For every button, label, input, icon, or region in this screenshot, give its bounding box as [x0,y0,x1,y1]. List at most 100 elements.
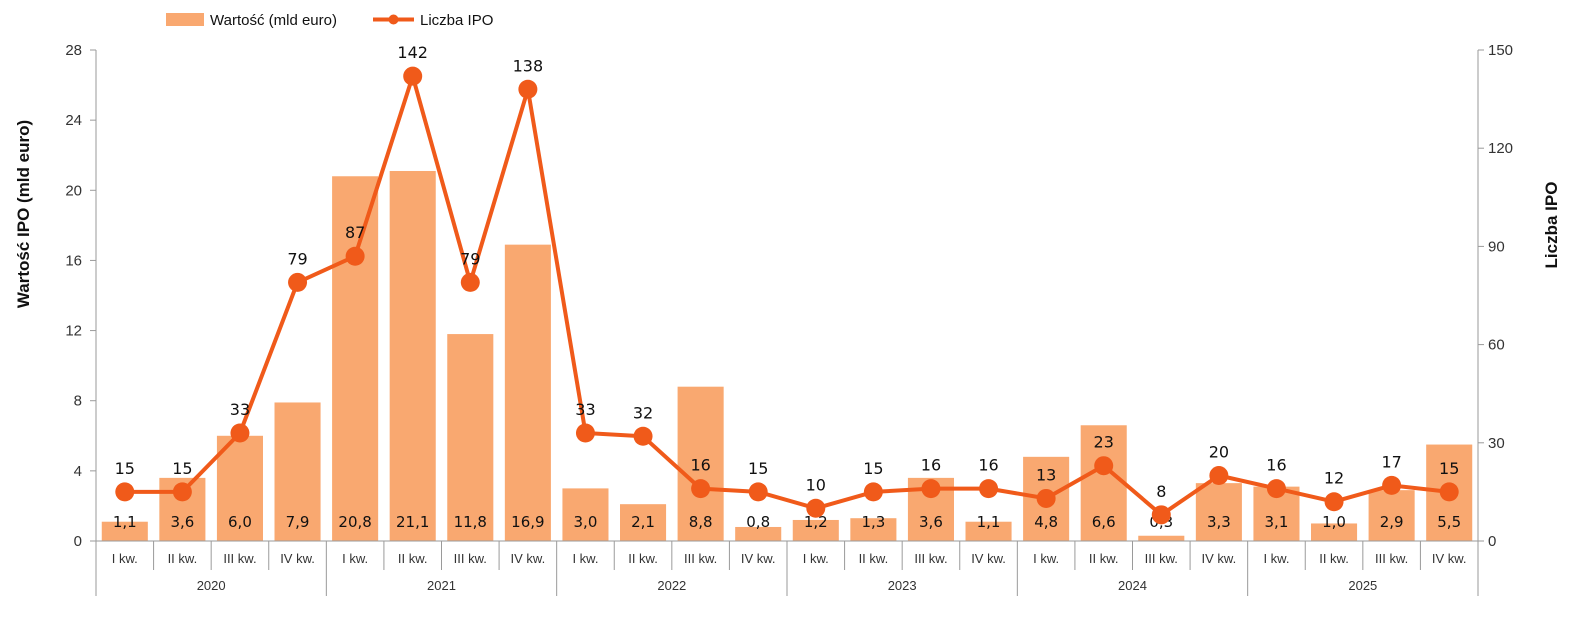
bar-value-label: 7,9 [286,513,310,531]
bar-value-label: 3,6 [919,513,943,531]
bar-value-label: 1,1 [977,513,1001,531]
right-tick-label: 120 [1488,140,1513,157]
line-value-label: 16 [1266,456,1286,475]
line-point [1439,482,1459,502]
bar [620,504,667,541]
bar [562,488,609,541]
quarter-label: IV kw. [511,551,546,566]
line-point [115,482,135,502]
legend-swatch-bar [166,13,204,26]
bar [850,518,897,541]
legend-swatch-marker [388,14,399,25]
legend: Wartość (mld euro) Liczba IPO [166,12,493,29]
quarter-label: II kw. [1319,551,1349,566]
bar-value-label: 3,6 [170,513,194,531]
line-point [863,482,883,502]
bar-value-label: 2,9 [1380,513,1404,531]
bar [1195,483,1242,541]
quarter-label: III kw. [684,551,717,566]
right-tick-label: 60 [1488,337,1505,354]
bar [389,170,436,541]
legend-label-line: Liczba IPO [420,12,493,29]
right-axis: 0 30 60 90 120 150 [1477,42,1513,550]
x-axis: I kw. II kw. III kw. IV kw. 2020 I kw. II kw. I… [95,540,1479,596]
bar [1080,425,1127,541]
line-value-label: 15 [748,459,768,478]
quarter-label: I kw. [112,551,138,566]
quarter-label: II kw. [859,551,889,566]
bar-value-label: 1,3 [861,513,885,531]
bar-value-label: 1,1 [113,513,137,531]
quarter-label: IV kw. [1202,551,1237,566]
bar-value-label: 0,8 [746,513,770,531]
legend-label-bar: Wartość (mld euro) [210,12,337,29]
quarter-label: II kw. [628,551,658,566]
line-value-label: 17 [1381,452,1401,471]
line-point [460,272,480,292]
left-axis-title: Wartość IPO (mld euro) [14,120,33,308]
right-tick-label: 90 [1488,238,1505,255]
line-value-label: 15 [115,459,135,478]
left-tick-label: 28 [65,42,82,59]
line-value-label: 23 [1094,433,1114,452]
line-value-label: 79 [460,249,480,268]
bar [274,402,321,541]
line-point [172,482,192,502]
line-point [575,423,595,443]
year-label: 2020 [197,578,226,593]
line-point [288,272,308,292]
quarter-label: II kw. [168,551,198,566]
line-point [345,246,365,266]
bar-value-label: 6,6 [1092,513,1116,531]
bar [447,334,494,541]
bar-value-label: 3,3 [1207,513,1231,531]
bar [677,386,724,541]
line-value-label: 33 [230,400,250,419]
line-value-label: 16 [978,456,998,475]
line-value-label: 138 [513,56,544,75]
line-point [691,479,711,499]
line-point [921,479,941,499]
line-point [1209,466,1229,486]
bar-value-label: 8,8 [689,513,713,531]
bar-value-label: 20,8 [338,513,371,531]
quarter-label: IV kw. [741,551,776,566]
bar-series: 1,1 3,6 6,0 7,9 20,8 21,1 11,8 16,9 3,0 2,1 8,8 0,8… [101,170,1473,541]
bar-value-label: 16,9 [511,513,544,531]
quarter-label: III kw. [1375,551,1408,566]
quarter-label: III kw. [1145,551,1178,566]
line-point [1382,475,1402,495]
year-label: 2022 [657,578,686,593]
right-tick-label: 0 [1488,533,1496,550]
line-value-label: 10 [806,475,826,494]
left-tick-label: 0 [74,533,82,550]
bar [965,521,1012,541]
line-point [748,482,768,502]
bar [332,176,379,541]
line-value-label: 15 [1439,459,1459,478]
bar [101,521,148,541]
right-tick-label: 150 [1488,42,1513,59]
line-value-label: 15 [172,459,192,478]
quarter-label: III kw. [914,551,947,566]
bar [216,435,263,541]
year-label: 2024 [1118,578,1147,593]
bar [1138,535,1185,541]
line-value-label: 15 [863,459,883,478]
line-value-label: 12 [1324,469,1344,488]
bar [1311,523,1358,541]
line-value-label: 8 [1156,482,1166,501]
bar-value-label: 3,1 [1265,513,1289,531]
quarter-label: I kw. [803,551,829,566]
line-point [1266,479,1286,499]
quarter-label: III kw. [454,551,487,566]
line-point [230,423,250,443]
line-value-label: 16 [921,456,941,475]
year-label: 2023 [888,578,917,593]
bar [735,526,782,541]
line-point [806,498,826,518]
bar-value-label: 1,2 [804,513,828,531]
quarter-label: II kw. [398,551,428,566]
line-value-label: 33 [575,400,595,419]
line-value-label: 87 [345,223,365,242]
